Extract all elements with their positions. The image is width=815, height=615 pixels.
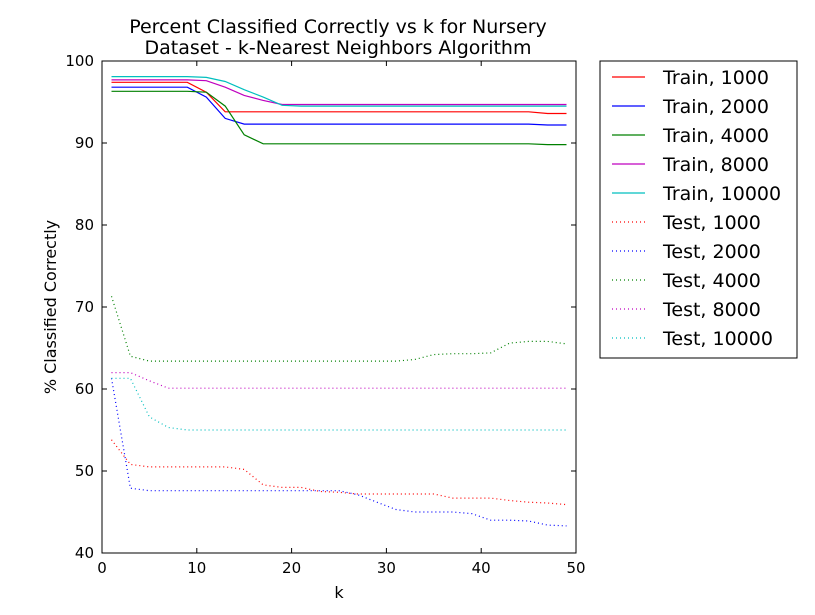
x-tick-label: 20 [282,559,301,577]
y-tick-label: 60 [75,380,94,398]
chart-title-line: Percent Classified Correctly vs k for Nu… [129,16,547,38]
x-tick-label: 50 [566,559,585,577]
chart-title-line: Dataset - k-Nearest Neighbors Algorithm [145,37,532,59]
x-tick-label: 30 [377,559,396,577]
y-tick-label: 90 [75,134,94,152]
chart-title: Percent Classified Correctly vs k for Nu… [129,16,547,59]
plot-frame [101,60,577,554]
legend-entry: Train, 1000 [662,67,769,89]
y-tick-label: 80 [75,216,94,234]
y-tick-label: 100 [65,52,94,70]
series-line-train-4000 [111,90,567,146]
series-line-train-10000 [111,75,567,107]
legend-entry: Test, 8000 [662,299,761,321]
x-tick-label: 40 [472,559,491,577]
series-line-test-8000 [111,372,567,389]
axis-ticks: 0 10 20 30 40 50 40 50 60 70 80 90 100 [65,52,585,577]
series-line-train-2000 [111,86,567,126]
legend: Train, 1000 Train, 2000 Train, 4000 Train, … [599,60,798,359]
legend-entry: Test, 10000 [662,328,773,350]
legend-entry: Train, 4000 [662,125,769,147]
x-tick-label: 10 [187,559,206,577]
y-tick-label: 50 [75,462,94,480]
y-tick-label: 40 [75,544,94,562]
series-line-test-2000 [110,378,567,527]
series-line-train-1000 [111,81,567,115]
x-axis-label: k [334,583,344,602]
series-line-test-4000 [110,296,567,362]
y-tick-label: 70 [75,298,94,316]
legend-entry: Test, 2000 [662,241,761,263]
x-tick-label: 0 [97,559,107,577]
series-line-train-8000 [111,79,567,106]
series-line-test-10000 [111,377,567,431]
y-axis-label: % Classified Correctly [41,220,60,394]
legend-entry: Train, 8000 [662,154,769,176]
plot-area [110,75,567,527]
legend-entry: Train, 2000 [662,96,769,118]
series-line-test-1000 [111,439,567,506]
legend-entry: Test, 4000 [662,270,761,292]
legend-entry: Train, 10000 [662,183,781,205]
legend-entry: Test, 1000 [662,212,761,234]
